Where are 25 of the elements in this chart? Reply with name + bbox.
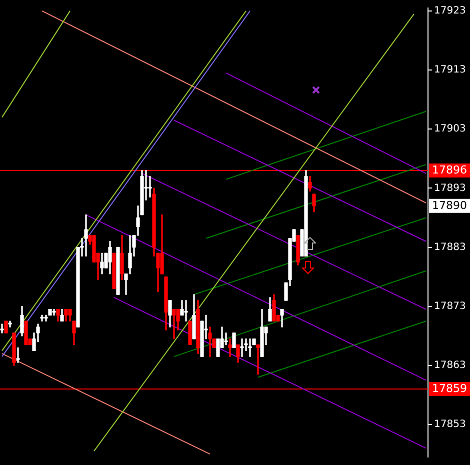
candlestick (184, 300, 188, 322)
candlestick (52, 308, 56, 316)
candlestick (148, 176, 152, 198)
y-tick-label: 17923 (434, 6, 466, 17)
candlestick (16, 347, 20, 363)
ref-line-label: 17859 (432, 382, 467, 395)
y-tick-label: 17873 (434, 300, 466, 312)
y-tick-label: 17913 (434, 64, 466, 76)
candlestick (208, 326, 212, 357)
candlestick (172, 308, 176, 340)
ref-line-label: 17896 (432, 163, 467, 176)
annotation: 17890 (432, 198, 467, 212)
candlestick (224, 332, 228, 346)
candlestick (228, 338, 232, 357)
y-tick-label: 17903 (434, 124, 466, 135)
candlestick (84, 214, 88, 256)
y-tick-label: 17893 (434, 182, 466, 194)
candlestick (0, 324, 4, 334)
candlestick (256, 344, 260, 375)
candlestick (40, 314, 44, 322)
y-tick-label: 17863 (434, 360, 466, 372)
candlestick (248, 338, 252, 357)
y-tick-label: 17883 (434, 242, 466, 253)
candlestick (240, 338, 244, 357)
y-tick-label: 17853 (434, 419, 466, 430)
